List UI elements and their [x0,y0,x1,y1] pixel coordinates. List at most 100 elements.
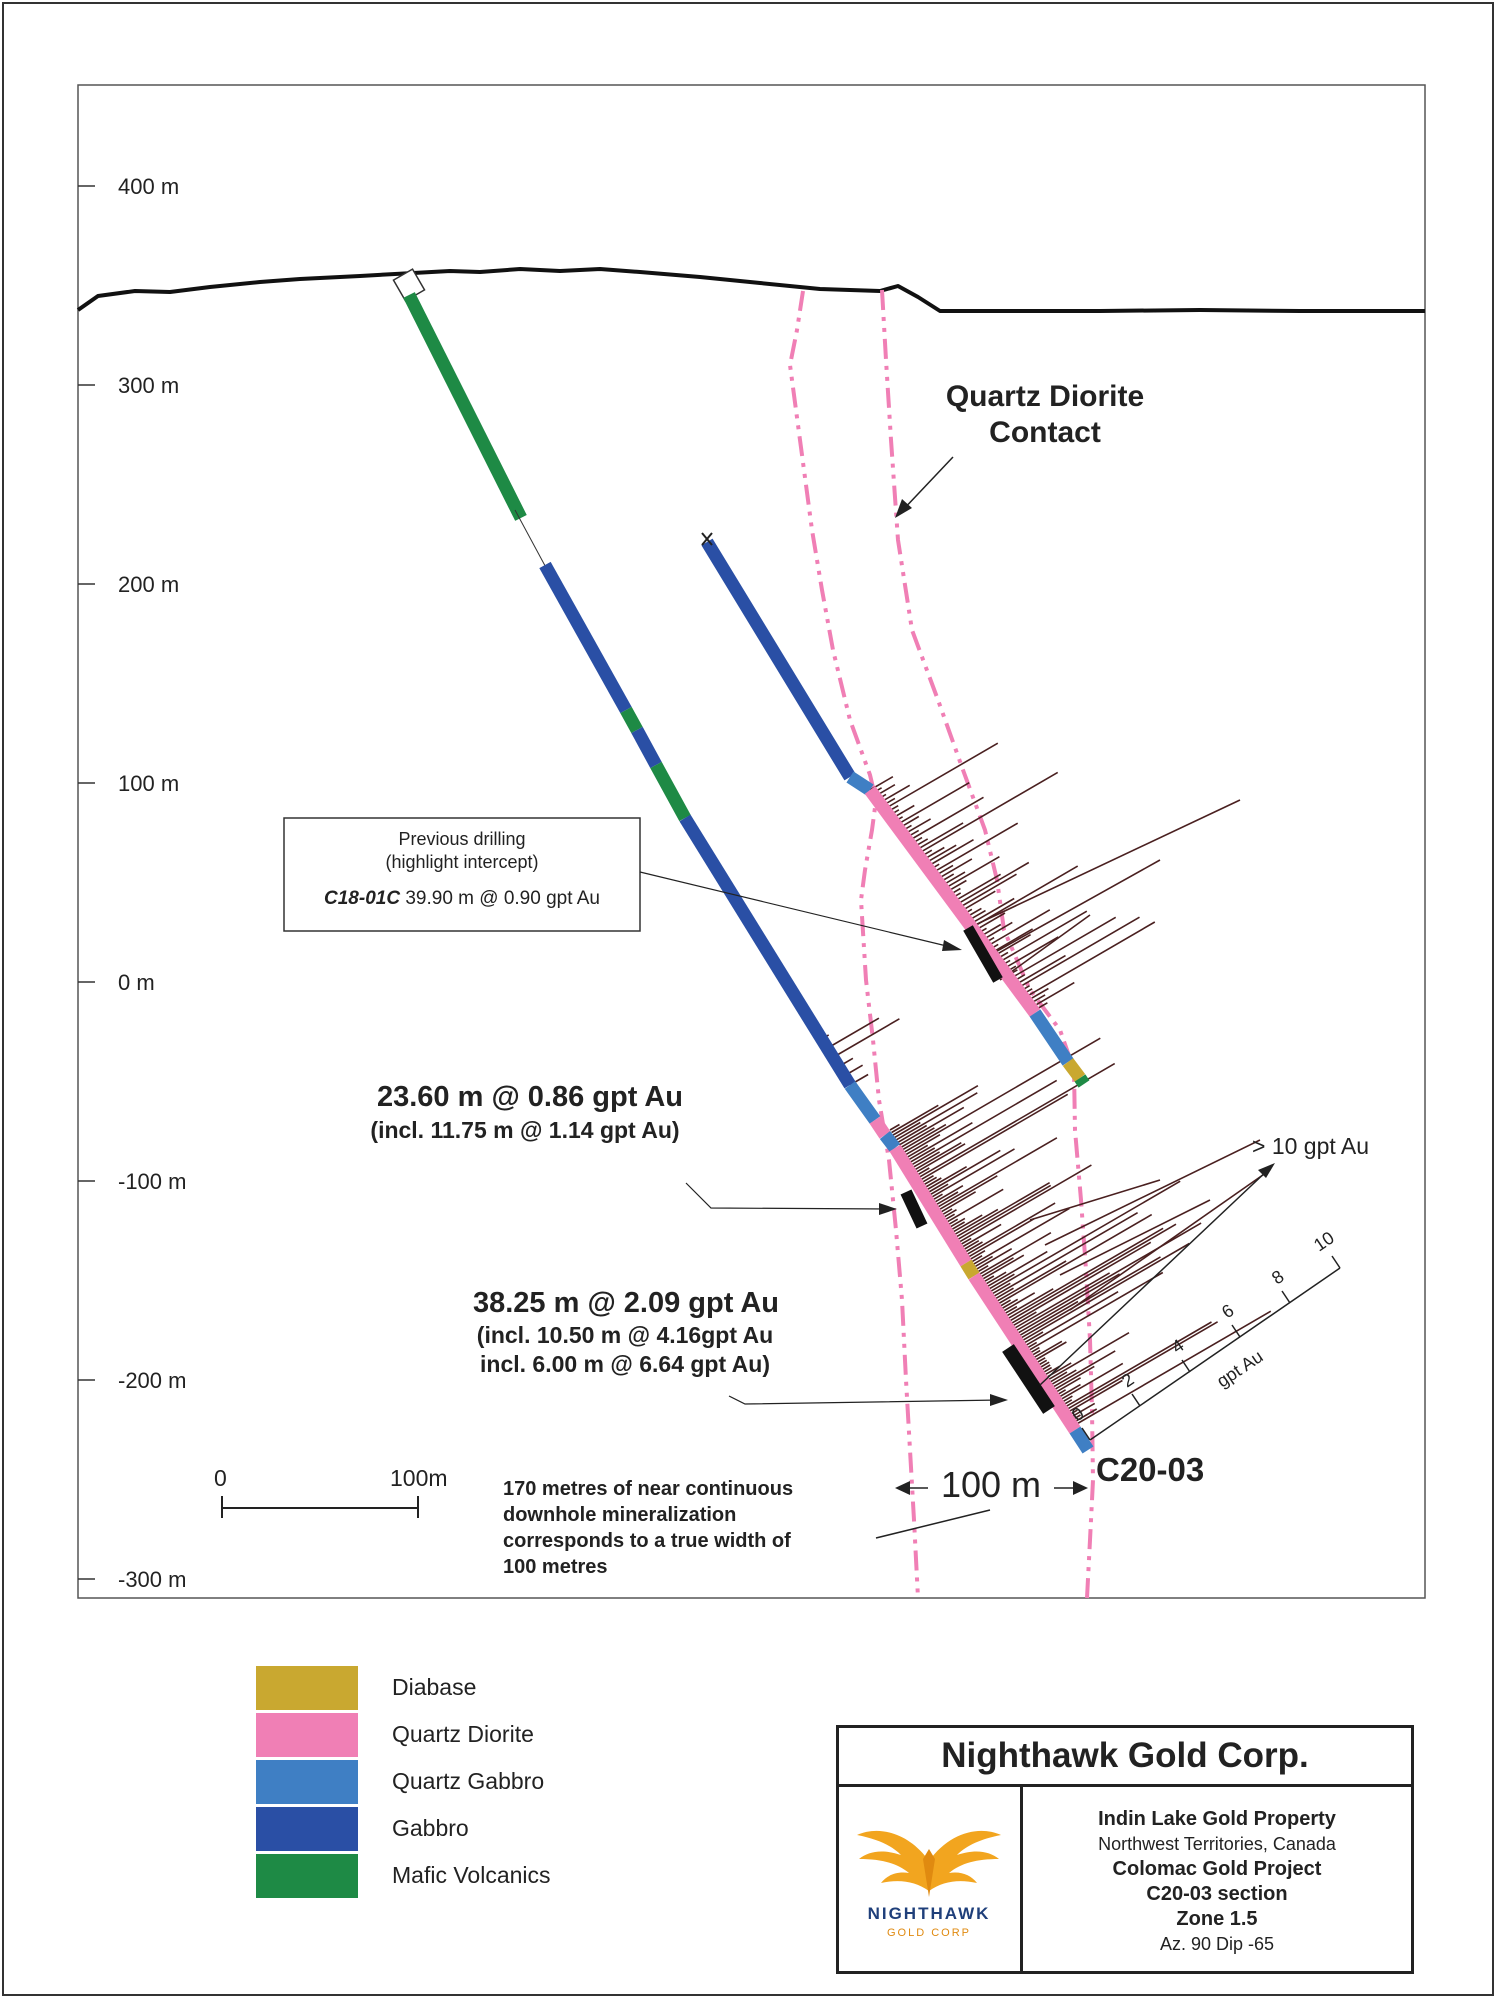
intercept-2-incl1: (incl. 10.50 m @ 4.16gpt Au [477,1322,773,1348]
assay-bar [897,1124,928,1144]
assay-bar [951,1221,966,1230]
assay-bar [922,1175,934,1183]
legend-item-quartz-gabbro: Quartz Gabbro [256,1760,656,1806]
previous-drilling-hole: C18-01C [324,888,400,909]
mineralization-note-line3: corresponds to a true width of [503,1530,791,1552]
assay-bar [1006,1288,1054,1317]
legend-label-gabbro: Gabbro [392,1815,469,1841]
assay-bar [1069,1402,1096,1419]
assay-bar [1054,1377,1082,1394]
elevation-label-minus300: -300 m [118,1567,186,1592]
assay-bar [1027,1271,1164,1352]
assay-bar [1020,1256,1161,1339]
hole-label-c20-03: C20-03 [1096,1451,1204,1488]
true-width-left-arrowhead [895,1481,910,1495]
title-info: Indin Lake Gold Property Northwest Terri… [1023,1787,1411,1971]
assay-bar [936,858,973,880]
assay-bar [1010,916,1117,979]
property-location: Northwest Territories, Canada [1098,1834,1336,1854]
assay-bar [1009,1223,1177,1322]
elevation-label-400: 400 m [118,174,179,199]
histogram-scale [1081,1255,1341,1441]
legend-item-diabase: Diabase [256,1666,656,1712]
assay-bar [825,1017,880,1050]
assay-bar [970,1250,986,1260]
contact-leader [899,456,954,514]
true-width-right-arrowhead [1073,1481,1088,1495]
assay-bar [1066,1379,1123,1414]
previous-drilling-intercept: C18-01C 39.90 m @ 0.90 gpt Au [324,888,600,909]
overscale-arrow [1039,1167,1271,1386]
assay-bar [1072,1408,1098,1424]
logo-text: NIGHTHAWK [868,1904,991,1923]
assay-bar [911,1079,1058,1166]
assay-bar [991,928,1034,954]
assay-bar [956,1182,1051,1238]
contact-line-west [787,290,920,1599]
elevation-label-0: 0 m [118,970,155,995]
assay-bar [1010,1241,1152,1325]
assay-bar [889,1123,900,1131]
assay-bar [912,1151,941,1168]
mineralization-note-leader [875,1509,991,1539]
assay-bar [831,1018,900,1059]
property-name: Indin Lake Gold Property [1098,1808,1336,1830]
elevation-label-minus200: -200 m [118,1368,186,1393]
assay-bar [976,1248,1013,1270]
legend-item-mafic-volcanics: Mafic Volcanics [256,1854,656,1900]
assay-bar [929,1183,949,1196]
assay-bar [1004,1305,1018,1315]
assay-bar [898,1106,965,1146]
assay-bar [968,1218,1035,1258]
assay-bar [1003,936,1059,970]
assay-bar [1018,1300,1079,1337]
assay-bar [1032,981,1075,1008]
assay-bar [1012,1311,1037,1327]
assay-bar [973,1207,1070,1265]
assay-bar [920,1093,1069,1181]
assay-bar [933,1193,943,1201]
assay-bar [945,1213,956,1220]
assay-bar [971,1255,983,1263]
assay-bar [953,1214,983,1233]
legend-swatch-quartz-diorite [256,1713,358,1757]
assay-bar [982,1254,1025,1280]
assay-bar [1029,1179,1161,1221]
assay-bar [1049,1369,1077,1386]
elevation-label-300: 300 m [118,373,179,398]
assay-bar [974,799,1241,926]
assay-bar [948,1218,959,1225]
assay-bar [1015,1222,1202,1332]
assay-bar [965,1241,983,1253]
assay-bar [992,1282,1011,1295]
elevation-label-100: 100 m [118,771,179,796]
contact-arrowhead [895,499,912,518]
c20-intercept-marker-2 [1002,1344,1055,1414]
assay-bar [1034,1341,1067,1362]
assay-bar [954,1208,999,1235]
intercept-1-leader [685,1182,891,1210]
assay-bar [953,873,1002,903]
legend-label-quartz-gabbro: Quartz Gabbro [392,1768,545,1794]
legend-label-quartz-diorite: Quartz Diorite [392,1721,534,1747]
assay-bar [906,1144,929,1158]
assay-bar [928,1149,1001,1193]
assay-bar [1015,954,1066,986]
assay-bar [960,890,996,912]
company-name: Nighthawk Gold Corp. [839,1728,1411,1787]
legend-swatch-diabase [256,1666,358,1710]
contact-line-east [880,289,1096,1599]
assay-bar [937,1137,1058,1208]
assay-bar [1044,1139,1261,1246]
assay-bar [905,1134,941,1156]
assay-bar [986,909,1051,947]
project-name: Colomac Gold Project [1112,1858,1322,1880]
assay-bar [955,861,1030,906]
intercept-2-incl2: incl. 6.00 m @ 6.64 gpt Au) [480,1351,770,1377]
assay-bar [975,1255,994,1267]
previous-drilling-title: Previous drilling [398,829,525,849]
assay-bar [996,1260,1067,1302]
assay-bar [943,856,1000,890]
c18-intercept-marker [963,925,1003,983]
